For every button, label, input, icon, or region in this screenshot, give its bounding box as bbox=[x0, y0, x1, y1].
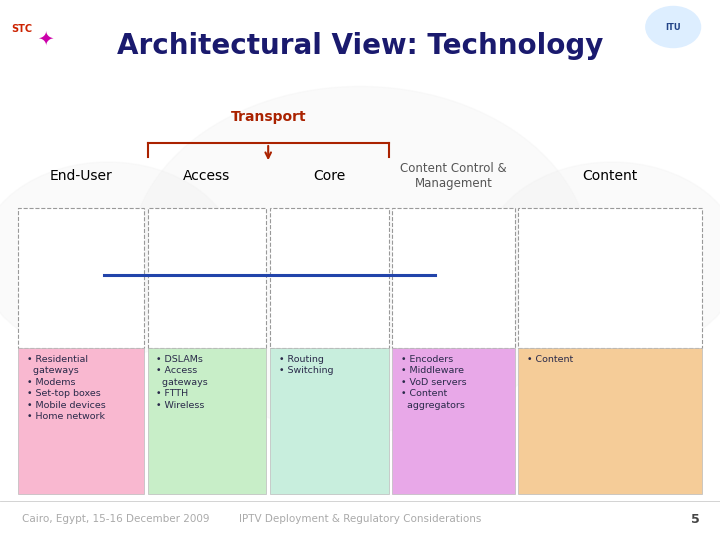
Bar bbox=[270, 348, 389, 494]
Bar bbox=[392, 348, 515, 494]
Text: • Content: • Content bbox=[527, 355, 573, 364]
Bar bbox=[270, 208, 389, 348]
Circle shape bbox=[482, 162, 720, 356]
Text: ✦: ✦ bbox=[37, 30, 54, 49]
Text: Architectural View: Technology: Architectural View: Technology bbox=[117, 32, 603, 60]
Text: Access: Access bbox=[184, 168, 230, 183]
Bar bbox=[518, 348, 702, 494]
Text: ITU: ITU bbox=[665, 23, 681, 31]
Text: IPTV Deployment & Regulatory Considerations: IPTV Deployment & Regulatory Considerati… bbox=[239, 515, 481, 524]
Text: Cairo, Egypt, 15-16 December 2009: Cairo, Egypt, 15-16 December 2009 bbox=[22, 515, 209, 524]
Text: • Encoders
• Middleware
• VoD servers
• Content
  aggregators: • Encoders • Middleware • VoD servers • … bbox=[401, 355, 467, 409]
Text: • Routing
• Switching: • Routing • Switching bbox=[279, 355, 333, 375]
Bar bbox=[18, 348, 144, 494]
Circle shape bbox=[0, 162, 238, 356]
Bar bbox=[148, 348, 266, 494]
Text: End-User: End-User bbox=[50, 168, 112, 183]
Circle shape bbox=[646, 6, 701, 48]
Text: Transport: Transport bbox=[230, 110, 306, 124]
Bar bbox=[518, 208, 702, 348]
Text: • DSLAMs
• Access
  gateways
• FTTH
• Wireless: • DSLAMs • Access gateways • FTTH • Wire… bbox=[156, 355, 208, 409]
Bar bbox=[148, 208, 266, 348]
Text: Content Control &
Management: Content Control & Management bbox=[400, 161, 507, 190]
Text: Core: Core bbox=[313, 168, 346, 183]
Bar bbox=[392, 208, 515, 348]
Text: • Residential
  gateways
• Modems
• Set-top boxes
• Mobile devices
• Home networ: • Residential gateways • Modems • Set-to… bbox=[27, 355, 105, 421]
Text: STC: STC bbox=[11, 24, 32, 35]
Circle shape bbox=[130, 86, 590, 432]
Text: Content: Content bbox=[582, 168, 638, 183]
Bar bbox=[18, 208, 144, 348]
Text: 5: 5 bbox=[691, 513, 700, 526]
